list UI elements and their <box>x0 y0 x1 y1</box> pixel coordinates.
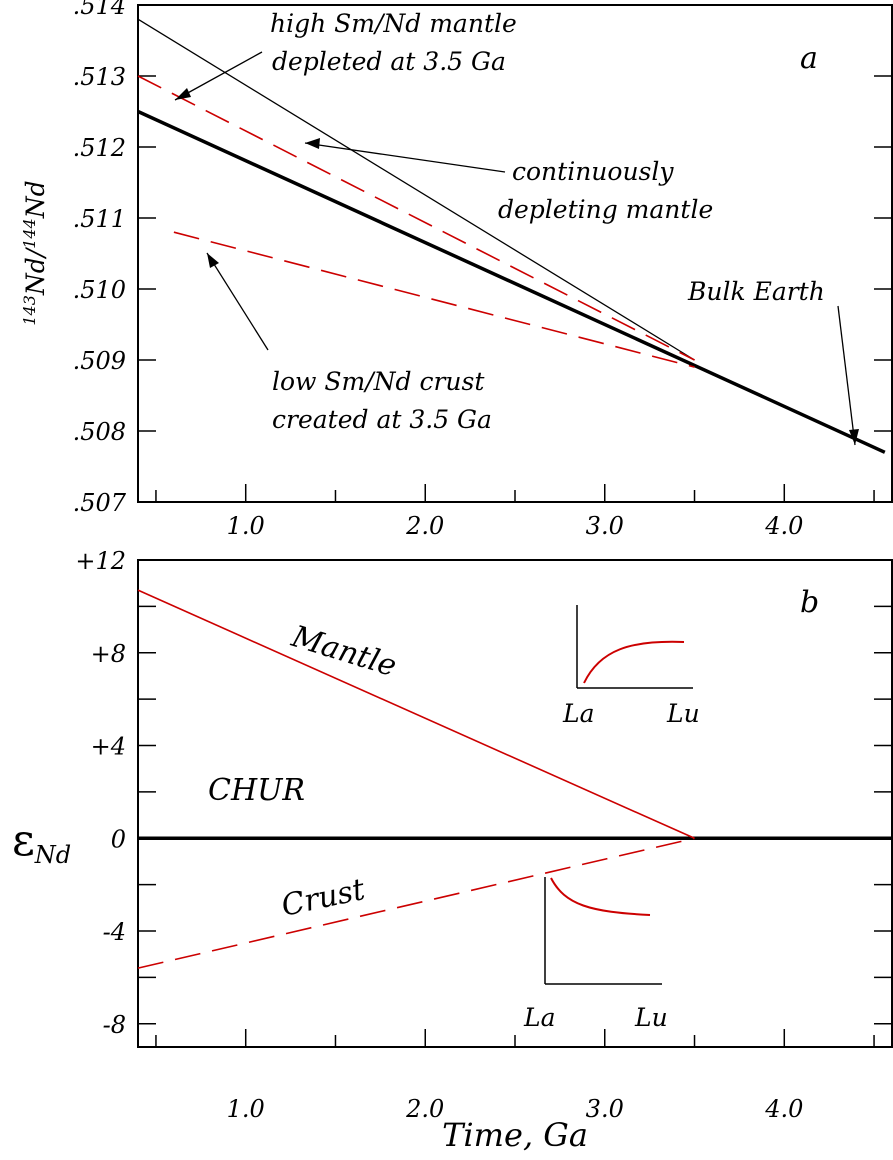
a-x-tick-label: 1.0 <box>227 512 265 540</box>
panel-a-arrows <box>174 51 859 446</box>
panel-b: 1.0 2.0 3.0 4.0 +12 +8 +4 0 -4 -8 b εNd Mantle CH… <box>12 547 893 1154</box>
arrow-crust-head <box>207 253 219 268</box>
a-y-tick-label: .514 <box>73 0 126 20</box>
x-axis-title: Time, Ga <box>442 1116 588 1154</box>
panel-a-tick-labels: 1.0 2.0 3.0 4.0 .514 .513 .512 .511 .510 .509 .508… <box>73 0 804 540</box>
panel-a-ylabel-main1: Nd/ <box>21 246 50 296</box>
annotation-high-mantle-line1: high Sm/Nd mantle <box>270 9 517 38</box>
a-x-tick-label: 2.0 <box>405 512 444 540</box>
panel-b-ticks <box>138 559 892 1047</box>
series-crust <box>137 837 695 969</box>
panel-a-ylabel-sup2: 144 <box>20 218 39 249</box>
panel-b-tick-labels: 1.0 2.0 3.0 4.0 +12 +8 +4 0 -4 -8 <box>75 547 803 1123</box>
annotation-bulk-earth: Bulk Earth <box>687 277 825 306</box>
series-continuously-depleting <box>137 18 695 361</box>
crust-ree-pattern-inset: La Lu <box>523 877 668 1032</box>
b-x-tick-label: 4.0 <box>764 1095 803 1123</box>
arrow-continuous <box>304 142 506 173</box>
panel-a-label: a <box>800 41 818 76</box>
inset2-curve <box>550 877 651 916</box>
arrow-crust <box>206 252 269 351</box>
arrow-high-mantle <box>174 51 263 101</box>
a-y-tick-label: .509 <box>73 347 126 375</box>
annotation-mantle: Mantle <box>287 619 401 684</box>
a-y-tick-label: .510 <box>73 276 126 304</box>
annotation-continuous-line2: depleting mantle <box>498 195 713 224</box>
b-y-tick-label: -8 <box>103 1011 126 1039</box>
annotation-chur: CHUR <box>208 773 305 808</box>
panel-a-y-axis-label: 143Nd/144Nd <box>20 180 50 325</box>
inset1-label-lu: Lu <box>666 699 700 728</box>
b-x-tick-label: 2.0 <box>405 1095 444 1123</box>
series-mantle <box>137 589 695 840</box>
b-y-tick-label: +8 <box>91 640 126 668</box>
b-x-tick-label: 3.0 <box>586 1095 624 1123</box>
panel-a-frame <box>137 4 893 503</box>
arrow-bulk-earth <box>837 305 856 446</box>
b-y-tick-label: +4 <box>91 733 126 761</box>
annotation-high-mantle-line2: depleted at 3.5 Ga <box>272 47 506 76</box>
inset2-label-la: La <box>523 1003 556 1032</box>
annotation-crust-line1: low Sm/Nd crust <box>272 367 485 396</box>
arrow-high-mantle-head <box>175 88 191 100</box>
b-y-tick-label: +12 <box>75 547 126 575</box>
annotation-crust: Crust <box>278 872 368 924</box>
series-low-smnd-crust <box>173 231 695 368</box>
inset1-label-la: La <box>562 699 595 728</box>
a-y-tick-label: .513 <box>73 63 126 91</box>
annotation-continuous-line1: continuously <box>512 157 674 186</box>
panel-a-ylabel-main2: Nd <box>21 180 50 219</box>
arrow-continuous-head <box>305 138 320 149</box>
panel-b-series <box>137 589 892 969</box>
panel-b-ylabel-main: ε <box>12 815 35 866</box>
panel-a: 1.0 2.0 3.0 4.0 .514 .513 .512 .511 .510 .509 .508… <box>20 0 893 540</box>
panel-b-y-axis-label: εNd <box>12 815 71 869</box>
mantle-ree-pattern-inset: La Lu <box>562 605 700 728</box>
panel-a-ticks <box>138 4 892 503</box>
a-x-tick-label: 3.0 <box>586 512 624 540</box>
panel-a-series <box>137 18 886 454</box>
a-y-tick-label: .511 <box>73 205 126 233</box>
series-bulk-earth <box>137 109 886 454</box>
a-y-tick-label: .508 <box>73 418 126 446</box>
series-high-smnd-mantle <box>137 75 695 361</box>
panel-b-label: b <box>800 585 819 620</box>
b-y-tick-label: 0 <box>111 825 126 853</box>
a-y-tick-label: .512 <box>73 134 126 162</box>
b-y-tick-label: -4 <box>103 918 126 946</box>
a-x-tick-label: 4.0 <box>764 512 803 540</box>
arrow-bulk-earth-head <box>849 429 859 445</box>
panel-a-ylabel-sup1: 143 <box>20 295 39 326</box>
annotation-crust-line2: created at 3.5 Ga <box>272 405 492 434</box>
a-y-tick-label: .507 <box>73 489 127 517</box>
inset1-curve <box>583 640 685 684</box>
b-x-tick-label: 1.0 <box>227 1095 265 1123</box>
inset2-label-lu: Lu <box>634 1003 668 1032</box>
panel-b-ylabel-sub: Nd <box>34 841 71 869</box>
